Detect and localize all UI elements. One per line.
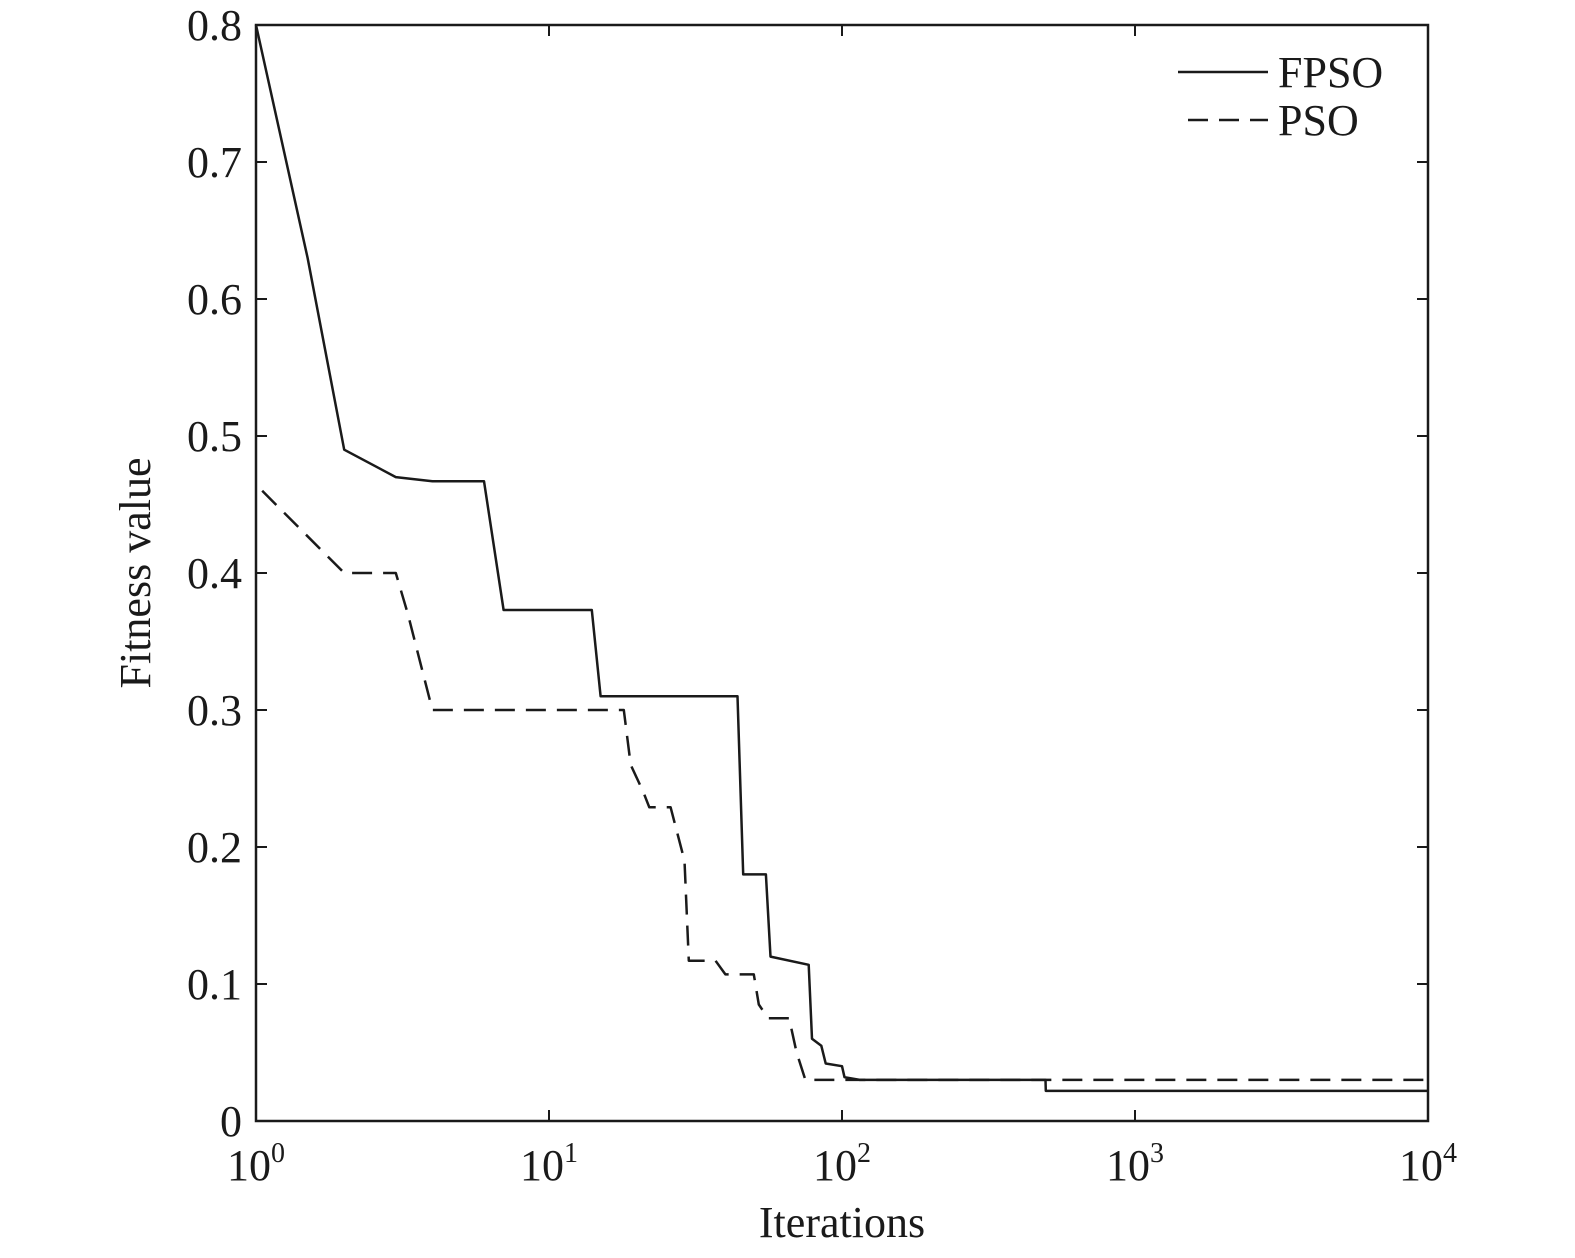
x-tick-label-exponent: 3 bbox=[1150, 1138, 1164, 1169]
x-tick-label-base: 10 bbox=[227, 1141, 271, 1190]
y-tick-label: 0.5 bbox=[187, 412, 242, 461]
legend-label-pso: PSO bbox=[1278, 96, 1359, 145]
y-tick-label: 0.8 bbox=[187, 1, 242, 50]
y-tick-label: 0.1 bbox=[187, 960, 242, 1009]
plot-frame bbox=[254, 23, 1430, 1123]
x-tick-label-base: 10 bbox=[520, 1141, 564, 1190]
x-tick-label-base: 10 bbox=[1399, 1141, 1443, 1190]
y-axis-title: Fitness value bbox=[111, 458, 160, 689]
x-tick-label-exponent: 1 bbox=[564, 1138, 578, 1169]
series-layer bbox=[254, 24, 1428, 1093]
y-tick-labels: 0 0.1 0.2 0.3 0.4 0.5 0.6 0.7 0.8 bbox=[187, 1, 242, 1146]
x-axis-title: Iterations bbox=[759, 1198, 925, 1247]
series-line-pso bbox=[261, 489, 1428, 1082]
x-tick-label: 102 bbox=[813, 1138, 871, 1190]
x-tick-label: 101 bbox=[520, 1138, 578, 1190]
x-tick-label: 100 bbox=[227, 1138, 285, 1190]
y-tick-label: 0.2 bbox=[187, 823, 242, 872]
x-tick-label-base: 10 bbox=[813, 1141, 857, 1190]
y-tick-label: 0.3 bbox=[187, 686, 242, 735]
y-tick-label: 0 bbox=[220, 1097, 242, 1146]
legend-label-fpso: FPSO bbox=[1278, 48, 1383, 97]
axis-ticks bbox=[255, 24, 1429, 1122]
x-tick-label-exponent: 4 bbox=[1443, 1138, 1457, 1169]
y-tick-label: 0.6 bbox=[187, 275, 242, 324]
legend: FPSO PSO bbox=[1178, 48, 1383, 145]
x-tick-label: 104 bbox=[1399, 1138, 1457, 1190]
series-line-fpso bbox=[254, 24, 1428, 1093]
x-tick-label-base: 10 bbox=[1106, 1141, 1150, 1190]
x-tick-label: 103 bbox=[1106, 1138, 1164, 1190]
x-tick-label-exponent: 2 bbox=[857, 1138, 871, 1169]
x-tick-label-exponent: 0 bbox=[271, 1138, 285, 1169]
y-tick-label: 0.4 bbox=[187, 549, 242, 598]
y-tick-label: 0.7 bbox=[187, 138, 242, 187]
x-tick-labels: 100 101 102 103 104 bbox=[227, 1138, 1457, 1190]
